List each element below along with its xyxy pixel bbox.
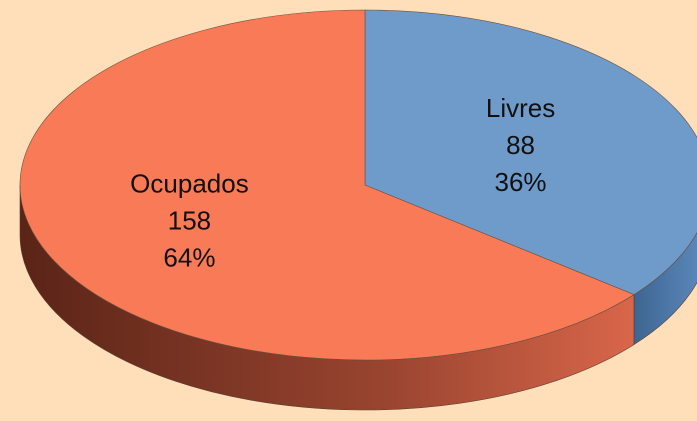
slice-percent: 36% [495,167,547,197]
slice-label: Livres [486,93,555,123]
slice-label: Ocupados [130,169,249,199]
slice [19,9,635,361]
slice-percent: 64% [163,243,215,273]
slice [364,9,697,295]
slice-value: 158 [168,206,211,236]
slice-value: 88 [506,130,535,160]
